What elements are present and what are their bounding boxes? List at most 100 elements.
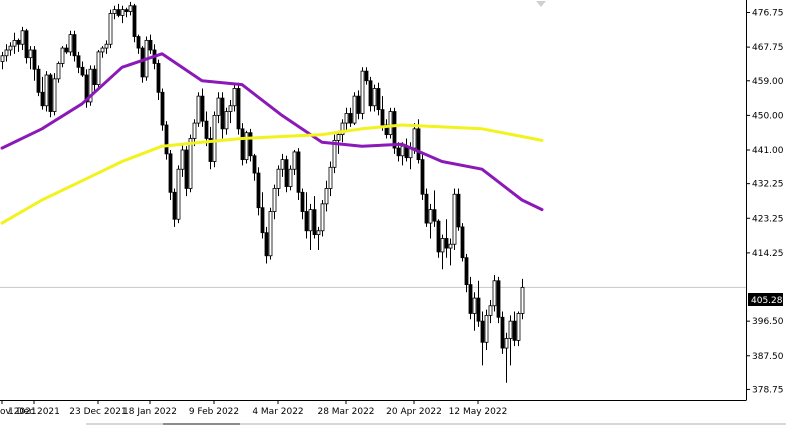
- candle: [196, 92, 201, 127]
- candle: [424, 188, 429, 227]
- candle-body-up: [360, 70, 365, 114]
- candle: [380, 96, 385, 131]
- candle: [476, 280, 481, 327]
- candle-body-up: [320, 203, 325, 232]
- candle: [224, 107, 229, 135]
- candle-body-up: [88, 68, 93, 103]
- candle-body-down: [164, 124, 169, 155]
- candle: [20, 26, 25, 50]
- candle: [12, 32, 17, 54]
- candle: [480, 311, 485, 366]
- candle: [256, 167, 261, 216]
- candle: [148, 34, 153, 54]
- candle: [228, 100, 233, 124]
- candle: [368, 76, 373, 112]
- candle-body-down: [348, 113, 353, 124]
- candle-body-up: [324, 188, 329, 205]
- candle: [96, 50, 101, 89]
- candle: [264, 226, 269, 264]
- candle-body-up: [112, 9, 117, 14]
- candle: [488, 300, 493, 324]
- candle-body-up: [128, 5, 133, 12]
- candle-body-up: [332, 139, 337, 168]
- candle-body-down: [512, 320, 517, 341]
- candle: [24, 28, 29, 64]
- candle: [420, 153, 425, 200]
- candle: [464, 253, 469, 293]
- candle-body-down: [312, 209, 317, 236]
- candle: [276, 165, 281, 197]
- y-axis: 476.75 467.75 459.00 450.00 441.00 432.25 423.…: [746, 9, 784, 395]
- candle-body-up: [440, 238, 445, 253]
- candle-body-down: [368, 80, 373, 107]
- candle: [284, 155, 289, 193]
- candle-body-up: [96, 51, 101, 86]
- candle: [64, 44, 69, 54]
- candle-body-up: [272, 188, 277, 212]
- candle: [112, 5, 117, 20]
- candle-body-up: [120, 9, 125, 16]
- x-tick-label: ov 2021: [0, 407, 37, 417]
- candle: [40, 76, 45, 110]
- y-tick-label: 441.00: [752, 146, 784, 156]
- candle: [460, 223, 465, 262]
- x-tick-label: 4 Mar 2022: [252, 407, 303, 417]
- scroll-shift-marker[interactable]: [536, 1, 546, 7]
- candle-body-up: [196, 95, 201, 124]
- x-tick-label: 18 Jan 2022: [123, 407, 177, 417]
- candle-body-up: [488, 305, 493, 316]
- candle: [468, 276, 473, 320]
- candle-body-down: [40, 91, 45, 107]
- candle: [104, 40, 109, 54]
- candle: [400, 142, 405, 166]
- candle-body-up: [308, 209, 313, 232]
- candle-body-down: [32, 49, 37, 70]
- candle: [240, 123, 245, 166]
- candle: [364, 67, 369, 85]
- candle: [520, 278, 525, 320]
- candle-body-down: [376, 88, 381, 111]
- candle: [92, 65, 97, 93]
- candle-body-down: [496, 280, 501, 318]
- candle: [236, 82, 241, 135]
- candle: [36, 65, 41, 97]
- candle: [212, 111, 217, 168]
- candle: [120, 5, 125, 24]
- candle-body-down: [456, 193, 461, 228]
- candle-body-down: [64, 47, 69, 53]
- candle: [372, 84, 377, 112]
- candle-body-down: [436, 220, 441, 253]
- candle: [80, 61, 85, 77]
- candle-body-down: [300, 191, 305, 212]
- candle-body-up: [292, 151, 297, 170]
- candle: [72, 30, 77, 62]
- moving-average-fast-line: [0, 52, 544, 212]
- candle-body-up: [4, 49, 9, 57]
- candle: [100, 46, 105, 58]
- candle-body-up: [520, 286, 525, 314]
- candle-body-up: [20, 30, 25, 45]
- candle-body-up: [28, 49, 33, 59]
- candle-body-down: [252, 155, 257, 174]
- candle-body-down: [200, 95, 205, 122]
- candle-body-down: [500, 316, 505, 349]
- candle-body-up: [400, 145, 405, 157]
- x-tick-label: 28 Mar 2022: [317, 407, 374, 417]
- candle-body-down: [424, 193, 429, 224]
- candle-body-down: [184, 149, 189, 189]
- candle: [472, 292, 477, 331]
- candle-body-up: [0, 55, 5, 62]
- candle-body-up: [224, 111, 229, 130]
- candle-body-down: [444, 238, 449, 249]
- x-tick-label: 23 Dec 2021: [69, 407, 127, 417]
- candle: [388, 107, 393, 139]
- candle-body-up: [192, 122, 197, 139]
- candle: [308, 203, 313, 250]
- candle-body-up: [100, 47, 105, 53]
- candle: [164, 121, 169, 160]
- y-tick-label: 423.25: [752, 214, 784, 224]
- candle-body-down: [432, 209, 437, 222]
- candle: [376, 82, 381, 116]
